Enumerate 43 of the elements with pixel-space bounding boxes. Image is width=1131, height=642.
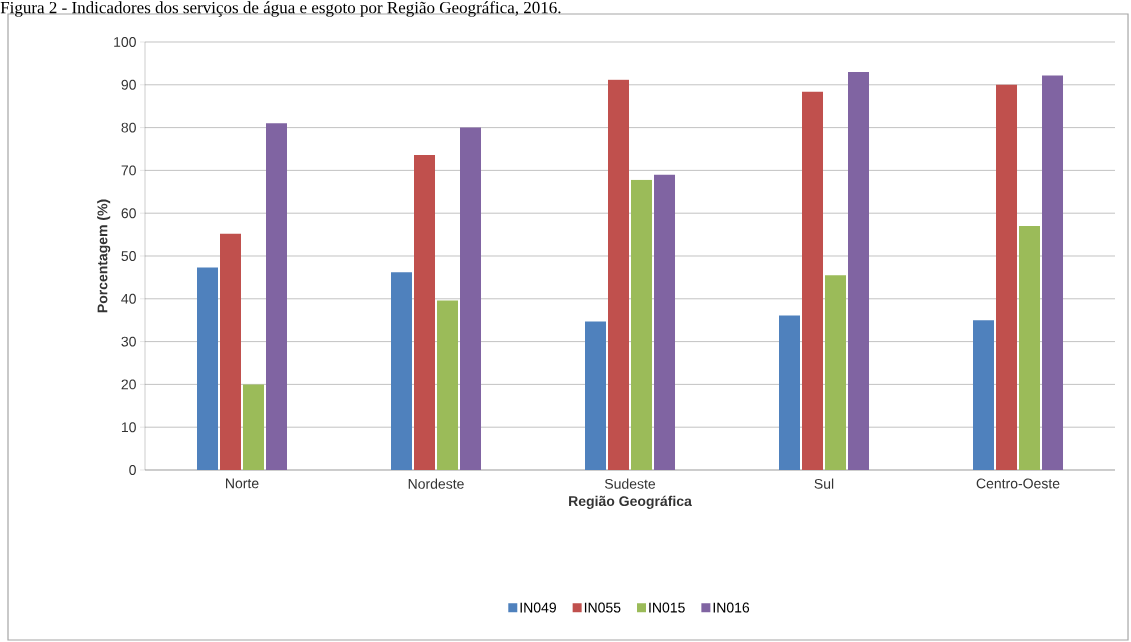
chart-title: Figura 2 - Indicadores dos serviços de água e esgoto por Região Geográfica, 2016. xyxy=(0,1,561,17)
x-tick-label: Norte xyxy=(226,478,259,489)
y-tick-label: 10 xyxy=(121,422,136,433)
y-tick-label: 50 xyxy=(121,251,136,261)
legend-label: IN055 xyxy=(584,602,621,613)
bar xyxy=(197,267,218,470)
y-tick-label: 100 xyxy=(114,37,136,47)
x-tick-label: Centro-Oeste xyxy=(976,478,1060,489)
x-tick-label: Nordeste xyxy=(408,478,464,489)
legend-label: IN015 xyxy=(649,602,685,613)
x-axis-title: Região Geográfica xyxy=(569,495,692,509)
bar xyxy=(608,79,629,470)
bar xyxy=(585,321,606,470)
bar xyxy=(1042,75,1064,470)
x-tick-label: Sul xyxy=(814,478,834,489)
y-tick-label: 60 xyxy=(121,208,136,219)
bar xyxy=(631,179,652,470)
y-tick-label: 30 xyxy=(121,336,136,347)
y-tick-label: 70 xyxy=(121,165,136,176)
bar xyxy=(654,174,676,470)
y-tick-label: 90 xyxy=(121,79,136,90)
bar xyxy=(1019,226,1041,470)
bar xyxy=(220,233,241,470)
bar xyxy=(414,154,436,470)
bar xyxy=(460,127,482,470)
legend-label: IN049 xyxy=(520,602,556,613)
y-tick-label: 40 xyxy=(121,293,136,304)
bar xyxy=(973,320,995,470)
bar xyxy=(825,275,847,470)
bar xyxy=(779,315,801,470)
y-tick-label: 0 xyxy=(129,465,136,475)
bar xyxy=(996,84,1018,470)
bar xyxy=(243,384,264,470)
y-tick-label: 20 xyxy=(121,379,136,390)
y-axis-title: Porcentagem (%) xyxy=(97,199,111,313)
bar xyxy=(848,71,870,470)
y-tick-label: 80 xyxy=(121,122,136,133)
bar xyxy=(391,272,413,470)
bar xyxy=(266,123,287,470)
x-tick-label: Sudeste xyxy=(604,478,656,489)
legend-label: IN016 xyxy=(713,602,750,613)
bar xyxy=(802,91,824,470)
bar xyxy=(437,300,459,470)
